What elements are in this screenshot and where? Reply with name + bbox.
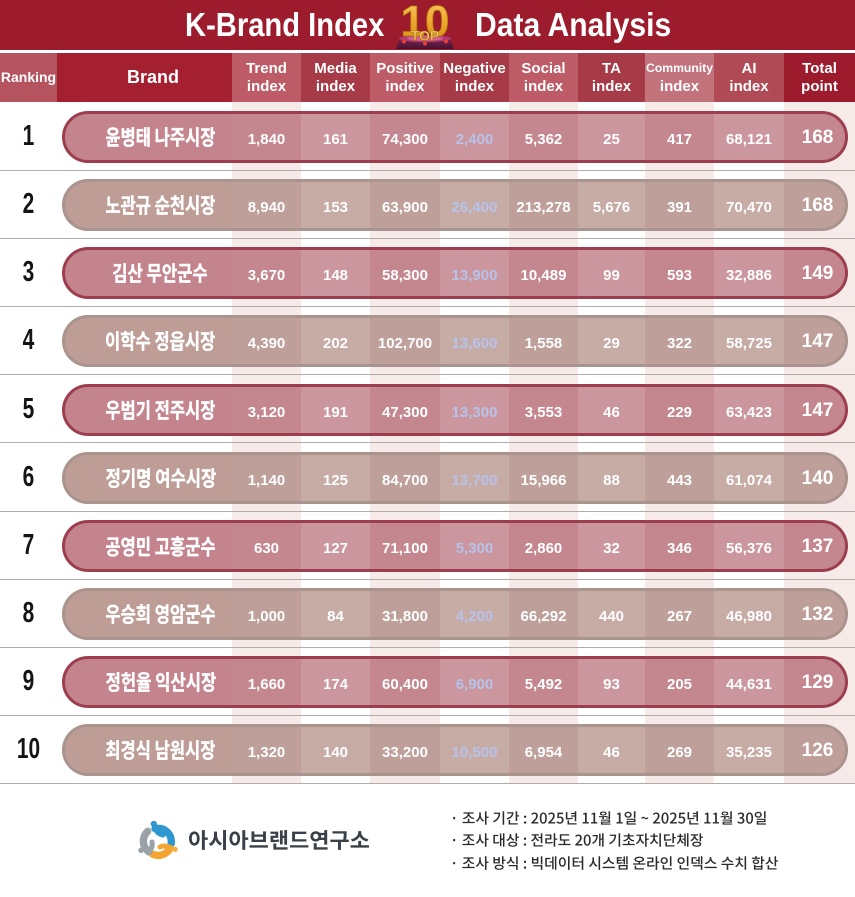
svg-text:10: 10 [401, 1, 450, 46]
svg-text:TOP: TOP [411, 28, 440, 44]
